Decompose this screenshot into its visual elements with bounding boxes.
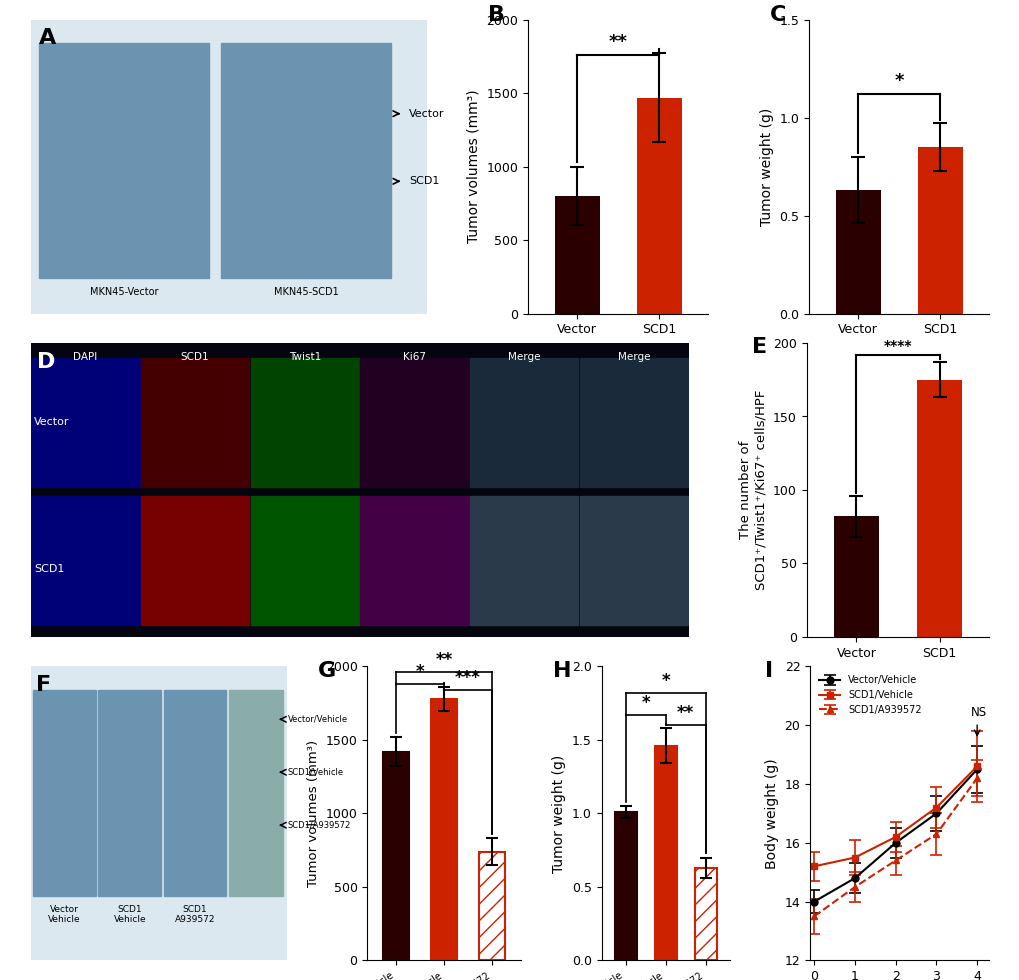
Text: Twist1: Twist1 bbox=[288, 352, 321, 362]
Text: E: E bbox=[751, 337, 766, 357]
Text: *: * bbox=[660, 672, 669, 690]
Text: Vector/Vehicle: Vector/Vehicle bbox=[287, 714, 347, 724]
Bar bbox=[478, 852, 504, 960]
Legend: Vector/Vehicle, SCD1/Vehicle, SCD1/A939572: Vector/Vehicle, SCD1/Vehicle, SCD1/A9395… bbox=[814, 671, 924, 718]
Text: MKN45-SCD1: MKN45-SCD1 bbox=[273, 287, 338, 297]
Text: **: ** bbox=[677, 705, 694, 722]
Text: SCD1
A939572: SCD1 A939572 bbox=[174, 905, 215, 924]
FancyBboxPatch shape bbox=[39, 43, 209, 278]
Bar bbox=[360, 496, 469, 625]
Text: D: D bbox=[37, 352, 55, 371]
Bar bbox=[32, 358, 140, 487]
Text: *: * bbox=[894, 73, 903, 90]
Text: SCD1: SCD1 bbox=[34, 564, 64, 574]
Y-axis label: Tumor volumes (mm³): Tumor volumes (mm³) bbox=[467, 90, 480, 243]
Y-axis label: The number of
SCD1⁺/Twist1⁺/Ki67⁺ cells/HPF: The number of SCD1⁺/Twist1⁺/Ki67⁺ cells/… bbox=[739, 390, 766, 590]
Y-axis label: Tumor weight (g): Tumor weight (g) bbox=[759, 108, 773, 225]
Text: Vector: Vector bbox=[34, 417, 69, 427]
Bar bbox=[141, 496, 249, 625]
Bar bbox=[916, 379, 962, 637]
Text: I: I bbox=[764, 661, 772, 680]
Text: Vector
Vehicle: Vector Vehicle bbox=[48, 905, 81, 924]
Bar bbox=[382, 752, 409, 960]
Bar bbox=[579, 358, 688, 487]
Text: SCD1/Vehicle: SCD1/Vehicle bbox=[287, 767, 343, 777]
Text: Merge: Merge bbox=[618, 352, 649, 362]
Bar bbox=[554, 196, 599, 314]
FancyBboxPatch shape bbox=[164, 690, 226, 896]
Bar bbox=[430, 699, 457, 960]
Text: Vector: Vector bbox=[409, 109, 444, 119]
FancyBboxPatch shape bbox=[99, 690, 161, 896]
Text: Merge: Merge bbox=[507, 352, 540, 362]
Bar bbox=[835, 190, 880, 314]
Text: **: ** bbox=[608, 33, 627, 51]
Text: C: C bbox=[768, 5, 785, 24]
Text: **: ** bbox=[435, 652, 452, 669]
FancyBboxPatch shape bbox=[34, 690, 96, 896]
Text: SCD1/A939572: SCD1/A939572 bbox=[287, 820, 351, 830]
Text: ***: *** bbox=[454, 669, 481, 687]
Text: B: B bbox=[488, 5, 504, 24]
FancyBboxPatch shape bbox=[221, 43, 391, 278]
Y-axis label: Tumor weight (g): Tumor weight (g) bbox=[551, 755, 566, 872]
Text: NS: NS bbox=[970, 707, 986, 719]
Bar bbox=[32, 496, 140, 625]
Bar bbox=[654, 746, 676, 960]
Bar bbox=[833, 516, 878, 637]
Bar bbox=[251, 358, 359, 487]
Text: ****: **** bbox=[882, 339, 911, 354]
Text: *: * bbox=[416, 663, 424, 681]
Bar bbox=[360, 358, 469, 487]
Bar bbox=[141, 358, 249, 487]
Y-axis label: Tumor volumes (mm³): Tumor volumes (mm³) bbox=[307, 740, 320, 887]
Bar bbox=[579, 496, 688, 625]
Bar bbox=[470, 496, 578, 625]
Bar bbox=[470, 358, 578, 487]
Text: Ki67: Ki67 bbox=[403, 352, 426, 362]
Text: SCD1: SCD1 bbox=[180, 352, 209, 362]
Bar bbox=[636, 98, 681, 314]
Bar bbox=[694, 868, 715, 960]
Y-axis label: Body weight (g): Body weight (g) bbox=[764, 759, 779, 868]
Text: H: H bbox=[552, 661, 571, 680]
Text: MKN45-Vector: MKN45-Vector bbox=[90, 287, 158, 297]
Text: SCD1
Vehicle: SCD1 Vehicle bbox=[113, 905, 146, 924]
FancyBboxPatch shape bbox=[229, 690, 282, 896]
Text: A: A bbox=[39, 28, 56, 48]
Bar bbox=[613, 811, 636, 960]
Text: *: * bbox=[641, 694, 649, 711]
Text: SCD1: SCD1 bbox=[409, 176, 439, 186]
Text: DAPI: DAPI bbox=[73, 352, 98, 362]
Text: G: G bbox=[318, 661, 336, 680]
Bar bbox=[917, 147, 962, 314]
Bar bbox=[251, 496, 359, 625]
Text: F: F bbox=[36, 675, 51, 695]
